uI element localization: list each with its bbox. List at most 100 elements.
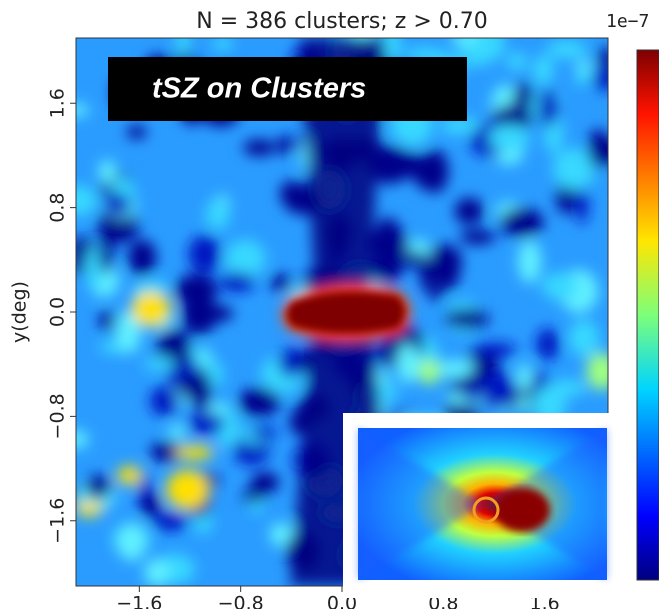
heatmap-blob [76, 103, 90, 117]
y-tick-label: −1.6 [47, 498, 69, 544]
heatmap-blob [597, 47, 608, 70]
heatmap-blob [592, 68, 608, 91]
heatmap-blob [536, 328, 560, 361]
heatmap-blob [279, 180, 304, 207]
y-tick-label: 1.6 [47, 88, 69, 118]
heatmap-blob [126, 125, 147, 139]
heatmap-blob [396, 343, 419, 385]
annotation: tSZ on Clusters [152, 73, 366, 105]
annotation-box [108, 57, 467, 121]
heatmap-blob [76, 502, 103, 517]
heatmap-blob [516, 395, 530, 412]
heatmap-blob [98, 232, 113, 274]
inset-circle [472, 496, 500, 524]
heatmap-blob [117, 466, 142, 485]
heatmap-blob [418, 359, 441, 385]
heatmap-blob [150, 386, 179, 417]
heatmap-blob [212, 38, 233, 51]
heatmap-blob [76, 430, 89, 449]
heatmap-blob [433, 247, 461, 291]
heatmap-blob [492, 104, 534, 130]
heatmap-blob [76, 185, 98, 216]
heatmap-blob [568, 319, 600, 357]
heatmap-blob [250, 499, 264, 514]
heatmap-blob [542, 272, 578, 301]
heatmap-blob [588, 128, 608, 169]
heatmap-blob [460, 229, 495, 245]
inset-core [494, 488, 550, 532]
y-tick-label: 0.0 [47, 297, 69, 327]
heatmap-blob [439, 117, 481, 135]
heatmap-blob [488, 124, 530, 152]
heatmap-blob [473, 342, 517, 358]
heatmap-blob [299, 349, 312, 374]
y-axis-label: y(deg) [9, 281, 31, 343]
heatmap-blob [538, 89, 558, 127]
heatmap-blob [141, 493, 161, 517]
heatmap-blob [156, 328, 191, 368]
heatmap-blob [435, 359, 474, 378]
heatmap-blob [488, 38, 505, 60]
heatmap-blob [176, 38, 190, 59]
heatmap-blob [168, 424, 186, 441]
heatmap-blob [181, 295, 218, 335]
heatmap-blob [414, 154, 435, 190]
heatmap-blob [175, 445, 214, 460]
heatmap-blob [166, 469, 209, 510]
heatmap-blob [190, 368, 212, 412]
heatmap-blob [270, 274, 292, 292]
colorbar-label: 1e−7 [606, 11, 649, 32]
heatmap-blob [507, 52, 527, 71]
heatmap-blob [106, 193, 131, 216]
chart-title: N = 386 clusters; z > 0.70 [196, 9, 488, 34]
colorbar [636, 49, 659, 581]
heatmap-blob [152, 512, 188, 531]
heatmap-blob [85, 475, 111, 500]
heatmap-blob [284, 371, 299, 393]
heatmap-blob [499, 207, 544, 238]
heatmap-blob [149, 441, 186, 462]
heatmap-blob [400, 251, 427, 267]
y-tick-label: 0.8 [47, 193, 69, 223]
heatmap-blob [224, 239, 266, 278]
heatmap-blob [547, 379, 587, 397]
heatmap-blob [115, 310, 141, 354]
heatmap-blob [516, 363, 533, 392]
heatmap-blob [458, 38, 498, 67]
heatmap-blob [144, 558, 170, 586]
heatmap-blob [367, 227, 409, 262]
heatmap-blob [445, 308, 489, 329]
heatmap-blob [429, 285, 442, 302]
heatmap-core [287, 291, 405, 334]
heatmap-blob [243, 139, 276, 156]
x-tick-label: −1.6 [116, 593, 162, 609]
heatmap-blob [278, 347, 304, 378]
heatmap-blob [143, 357, 176, 371]
heatmap-blob [368, 145, 410, 184]
heatmap-blob [277, 135, 290, 155]
heatmap-blob [517, 239, 542, 284]
heatmap-blob [131, 291, 171, 327]
inset [343, 413, 622, 598]
heatmap-blob [369, 254, 403, 283]
heatmap-blob [250, 472, 280, 493]
heatmap-blob [238, 387, 280, 417]
heatmap-blob [532, 55, 554, 86]
y-tick-label: −0.8 [47, 393, 69, 439]
heatmap-blob [188, 234, 221, 274]
heatmap-blob [249, 426, 278, 439]
heatmap-blob [546, 40, 587, 59]
heatmap-blob [99, 311, 116, 331]
heatmap-blob [450, 38, 479, 45]
heatmap-blob [454, 197, 484, 225]
heatmap-blob [117, 522, 146, 562]
heatmap-blob [480, 371, 514, 410]
heatmap-blob [187, 412, 225, 435]
heatmap-blob [219, 272, 255, 292]
heatmap-blob [98, 159, 117, 184]
heatmap-blob [269, 522, 294, 547]
inset-shade [358, 428, 607, 580]
heatmap-blob [128, 239, 157, 276]
heatmap-blob [552, 148, 596, 190]
